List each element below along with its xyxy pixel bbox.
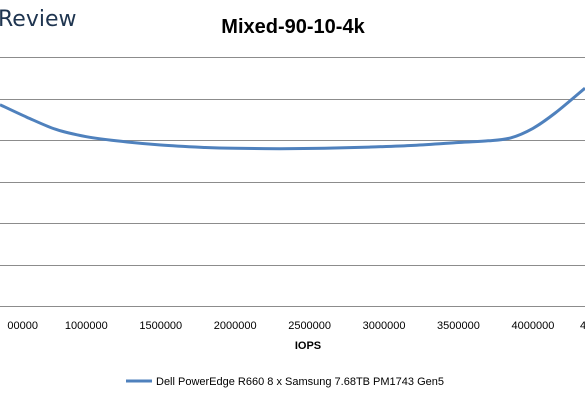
series-line <box>0 86 585 151</box>
x-tick-labels: 00000 1000000 1500000 2000000 2500000 3000000… <box>7 320 585 332</box>
brand-logo-text: Review <box>0 7 77 32</box>
series-lines <box>0 86 585 151</box>
x-tick-label: 4 <box>580 320 585 332</box>
x-tick-label: 00000 <box>7 320 38 332</box>
x-tick-label: 3500000 <box>437 320 480 332</box>
x-tick-label: 2500000 <box>288 320 331 332</box>
gridlines <box>0 57 585 307</box>
legend: Dell PowerEdge R660 8 x Samsung 7.68TB P… <box>126 376 444 388</box>
x-tick-label: 3000000 <box>363 320 406 332</box>
chart-title: Mixed-90-10-4k <box>221 16 365 38</box>
legend-label: Dell PowerEdge R660 8 x Samsung 7.68TB P… <box>156 376 444 388</box>
x-axis-label: IOPS <box>295 340 321 352</box>
x-tick-label: 1000000 <box>65 320 108 332</box>
x-tick-label: 2000000 <box>214 320 257 332</box>
x-tick-label: 1500000 <box>139 320 182 332</box>
x-tick-label: 4000000 <box>511 320 554 332</box>
